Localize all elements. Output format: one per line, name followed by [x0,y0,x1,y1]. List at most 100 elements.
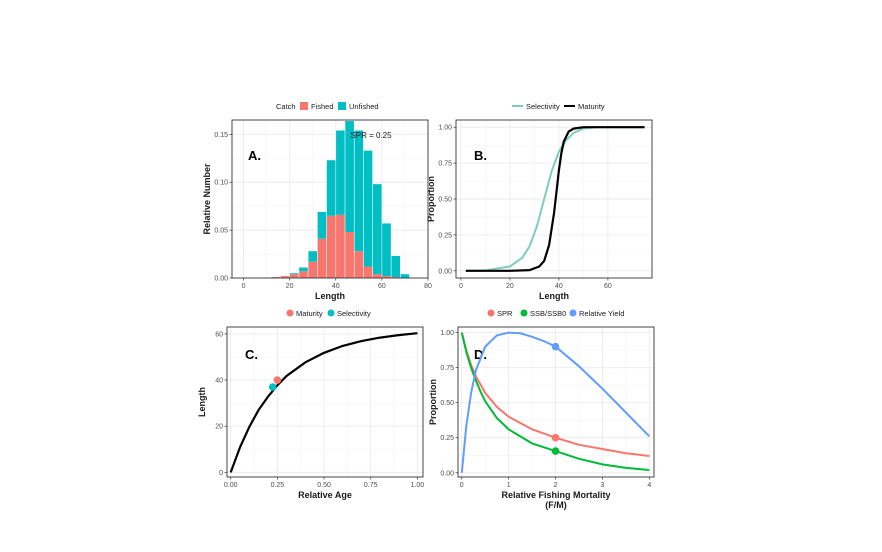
legend-b: Selectivity Maturity [512,102,605,111]
y-tick-label: 0.50 [440,400,454,407]
x-axis-title: Relative Fishing Mortality [501,490,610,500]
panel-border [231,119,429,279]
x-tick-label: 60 [604,283,612,290]
spr-point [551,433,560,442]
bar-unfished [299,267,308,272]
bar-unfished [363,150,373,267]
bar-unfished [400,274,410,278]
x-tick-label: 3 [600,482,604,489]
legend-label-maturity: Maturity [578,102,605,111]
legend-label-maturity-c: Maturity [296,309,323,318]
x-tick-label: 20 [286,283,294,290]
selectivity-point [268,383,277,391]
panel-border [226,326,424,478]
y-tick-label: 1.00 [438,125,452,132]
bar-fished [354,251,364,278]
bar-unfished [354,130,364,252]
bar-fished [271,277,281,278]
x-tick-label: 0 [242,283,246,290]
bar-fished [280,276,290,278]
bar-fished [326,215,336,278]
legend-a-title: Catch [276,102,296,111]
y-axis-title: Relative Number [202,163,212,235]
legend-swatch-unfished [338,102,346,110]
panel-c-growth-curve: 0.00 0.25 0.50 0.75 1.00 0 20 40 60 Relative Age L… [197,326,424,500]
y-tick-label: 20 [215,424,223,431]
y-axis-title: Proportion [426,176,436,222]
x-axis-title: Length [315,291,345,301]
bar-unfished [317,211,327,239]
x-tick-label: 40 [332,283,340,290]
legend-point-relative-yield [569,309,577,317]
bar-fished [289,274,299,278]
legend-label-ssb: SSB/SSB0 [530,309,566,318]
x-axis-title: (F/M) [545,500,567,510]
spr-line [460,332,650,457]
y-tick-label: 0.00 [438,268,452,275]
maturity-point [273,376,282,384]
legend-d: SPR SSB/SSB0 Relative Yield [487,309,624,318]
bar-unfished [345,120,354,233]
bar-unfished [336,130,345,215]
legend-a: Catch Fished Unfished [276,102,379,111]
y-tick-label: 0.25 [440,435,454,442]
x-tick-label: 0.75 [364,482,378,489]
legend-label-unfished: Unfished [349,102,379,111]
legend-point-selectivity [327,309,335,317]
bar-unfished [308,251,318,262]
x-tick-label: 60 [378,283,386,290]
legend-label-fished: Fished [311,102,334,111]
legend-point-spr [487,309,495,317]
x-tick-label: 0.25 [271,482,285,489]
x-axis-title: Length [539,291,569,301]
legend-c: Maturity Selectivity [286,309,371,318]
y-tick-label: 60 [215,331,223,338]
x-tick-label: 80 [424,283,432,290]
growth-line [229,332,418,473]
legend-point-ssb [520,309,528,317]
legend-label-spr: SPR [497,309,513,318]
x-axis-title: Relative Age [298,490,352,500]
bar-fished [363,266,373,278]
panel-letter-label: C. [245,347,258,362]
y-axis-title: Proportion [428,379,438,425]
y-tick-label: 0.75 [440,365,454,372]
bar-fished [317,238,327,278]
x-tick-label: 20 [506,283,514,290]
x-tick-label: 1 [507,482,511,489]
relative-yield-point [551,342,560,351]
x-tick-label: 0 [460,482,464,489]
legend-point-maturity [286,309,294,317]
y-tick-label: 0.10 [214,180,228,187]
ssb-ssb0-point [551,447,560,455]
bar-fished [336,214,345,278]
x-tick-label: 0.00 [224,482,238,489]
x-tick-label: 2 [554,482,558,489]
legend-label-relative-yield: Relative Yield [579,309,624,318]
y-axis-title: Length [197,387,207,417]
x-tick-label: 0.50 [317,482,331,489]
y-tick-label: 0.00 [440,470,454,477]
panel-a-length-histogram: 0 20 40 60 80 0.00 0.05 0.10 0.15 Length Relative … [202,119,432,301]
panel-border [455,119,653,279]
y-tick-label: 0.50 [438,197,452,204]
legend-label-selectivity-c: Selectivity [337,309,371,318]
y-tick-label: 0.05 [214,228,228,235]
bar-unfished [391,255,401,278]
y-tick-label: 0.00 [214,276,228,283]
bar-unfished [289,273,299,275]
legend-label-selectivity: Selectivity [526,102,560,111]
x-tick-label: 40 [555,283,563,290]
panel-letter-label: A. [248,148,261,163]
bar-fished [308,261,318,278]
panel-border [457,326,655,478]
x-tick-label: 0 [459,283,463,290]
panel-letter-label: B. [474,148,487,163]
y-tick-label: 1.00 [440,330,454,337]
bar-unfished [372,184,382,275]
ssb-ssb0-line [460,332,650,471]
maturity-line [465,126,645,272]
bar-fished [382,276,391,278]
bar-fished [299,271,308,278]
